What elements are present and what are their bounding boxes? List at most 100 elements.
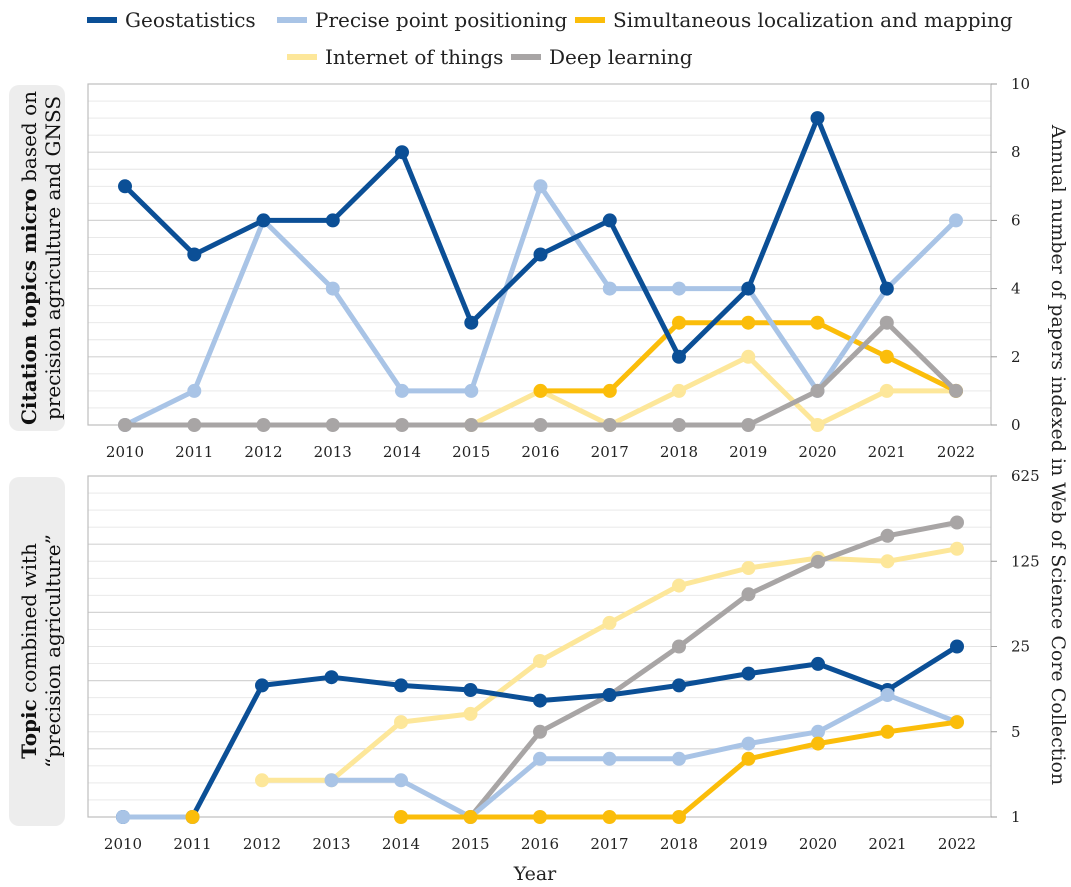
data-point-precise-point-positioning — [880, 688, 895, 702]
right-y-axis-title: Annual number of papers indexed in Web o… — [1047, 124, 1069, 785]
data-point-precise-point-positioning — [672, 281, 686, 296]
x-tick-label: 2015 — [452, 443, 490, 461]
data-point-internet-of-things — [463, 706, 478, 721]
data-point-simultaneous-localization-and-mapping — [185, 810, 200, 824]
x-tick-label: 2020 — [798, 443, 836, 461]
data-point-deep-learning — [533, 724, 547, 739]
x-tick-label: 2018 — [660, 835, 698, 853]
x-tick-label: 2021 — [868, 443, 906, 461]
data-point-geostatistics — [255, 678, 269, 693]
legend-label-slam: Simultaneous localization and mapping — [613, 8, 1013, 32]
data-point-precise-point-positioning — [325, 281, 340, 296]
data-point-precise-point-positioning — [116, 810, 130, 824]
data-point-geostatistics — [672, 678, 686, 693]
data-point-geostatistics — [463, 683, 478, 697]
data-point-precise-point-positioning — [949, 213, 963, 228]
data-point-simultaneous-localization-and-mapping — [602, 810, 617, 824]
data-point-deep-learning — [880, 528, 895, 543]
data-point-internet-of-things — [741, 561, 756, 575]
data-point-deep-learning — [533, 418, 548, 432]
panel-label-top: Citation topics micro based on precision… — [9, 85, 65, 431]
x-tick-label: 2018 — [660, 443, 698, 461]
legend: Geostatistics Precise point positioning … — [87, 8, 1013, 69]
series-line-precise-point-positioning — [329, 692, 960, 820]
data-point-deep-learning — [811, 554, 825, 569]
data-point-simultaneous-localization-and-mapping — [950, 715, 964, 730]
data-point-deep-learning — [879, 315, 894, 330]
series-line-deep-learning — [468, 520, 960, 820]
data-point-deep-learning — [464, 418, 479, 432]
data-point-precise-point-positioning — [533, 179, 548, 194]
legend-label-geostatistics: Geostatistics — [125, 8, 256, 32]
data-point-geostatistics — [324, 670, 339, 685]
data-point-simultaneous-localization-and-mapping — [533, 810, 547, 824]
x-tick-label: 2017 — [590, 835, 628, 853]
y-tick-label: 6 — [1011, 211, 1021, 229]
data-point-geostatistics — [811, 656, 825, 671]
y-tick-label: 25 — [1011, 638, 1030, 656]
data-point-deep-learning — [810, 383, 825, 398]
y-tick-label: 125 — [1011, 552, 1040, 570]
x-tick-label: 2011 — [175, 443, 213, 461]
y-tick-label: 4 — [1011, 280, 1021, 298]
legend-label-ppp: Precise point positioning — [315, 8, 568, 32]
data-point-geostatistics — [602, 688, 617, 702]
data-point-precise-point-positioning — [811, 724, 825, 739]
data-point-deep-learning — [949, 383, 963, 398]
data-point-internet-of-things — [602, 615, 617, 630]
data-point-simultaneous-localization-and-mapping — [741, 315, 756, 330]
data-point-simultaneous-localization-and-mapping — [672, 315, 686, 330]
panel-label-bottom-rest: combined with — [17, 543, 41, 699]
legend-label-deep-learning: Deep learning — [549, 45, 693, 69]
y-tick-label: 8 — [1011, 143, 1021, 161]
data-point-simultaneous-localization-and-mapping — [533, 383, 548, 398]
series-line-geostatistics — [122, 115, 890, 360]
data-point-geostatistics — [464, 315, 479, 330]
panel-label-bottom-line1: Topic combined with — [17, 543, 41, 759]
data-point-internet-of-things — [879, 383, 894, 398]
x-tick-label: 2016 — [521, 835, 559, 853]
data-point-deep-learning — [741, 587, 756, 602]
data-point-internet-of-things — [672, 383, 686, 398]
data-point-simultaneous-localization-and-mapping — [602, 383, 617, 398]
y-tick-label: 2 — [1011, 348, 1021, 366]
data-point-geostatistics — [395, 145, 409, 160]
data-point-simultaneous-localization-and-mapping — [810, 315, 825, 330]
data-point-precise-point-positioning — [324, 773, 339, 788]
data-point-simultaneous-localization-and-mapping — [811, 736, 825, 751]
data-point-precise-point-positioning — [672, 751, 686, 766]
data-point-geostatistics — [394, 678, 408, 693]
y-tick-label: 625 — [1011, 467, 1040, 485]
data-point-precise-point-positioning — [187, 383, 202, 398]
x-tick-label: 2012 — [244, 443, 282, 461]
x-tick-label: 2013 — [314, 443, 352, 461]
panel-label-top-bold: Citation topics micro — [17, 188, 41, 425]
data-point-deep-learning — [187, 418, 202, 432]
x-tick-label: 2019 — [729, 835, 767, 853]
x-tick-label: 2021 — [868, 835, 906, 853]
data-point-simultaneous-localization-and-mapping — [672, 810, 686, 824]
data-point-geostatistics — [325, 213, 340, 228]
panel-label-bottom-bg — [9, 477, 65, 826]
panel-label-bottom-line2: “precision agriculture” — [41, 534, 65, 768]
y-tick-label: 0 — [1011, 416, 1021, 434]
data-point-precise-point-positioning — [602, 281, 617, 296]
top-series-geostatistics — [118, 111, 894, 364]
data-point-simultaneous-localization-and-mapping — [879, 349, 894, 364]
x-tick-label: 2014 — [382, 835, 420, 853]
data-point-simultaneous-localization-and-mapping — [741, 751, 756, 766]
x-tick-label: 2010 — [104, 835, 142, 853]
data-point-geostatistics — [950, 639, 964, 654]
data-point-geostatistics — [741, 666, 756, 681]
panel-label-top-bg — [9, 85, 65, 431]
legend-item-precise-point-positioning: Precise point positioning — [277, 8, 568, 32]
data-point-simultaneous-localization-and-mapping — [880, 724, 895, 739]
x-tick-label: 2016 — [521, 443, 559, 461]
x-tick-label: 2010 — [106, 443, 144, 461]
data-point-precise-point-positioning — [394, 773, 408, 788]
data-point-geostatistics — [602, 213, 617, 228]
data-point-geostatistics — [256, 213, 271, 228]
data-point-internet-of-things — [880, 554, 895, 569]
data-point-deep-learning — [741, 418, 756, 432]
